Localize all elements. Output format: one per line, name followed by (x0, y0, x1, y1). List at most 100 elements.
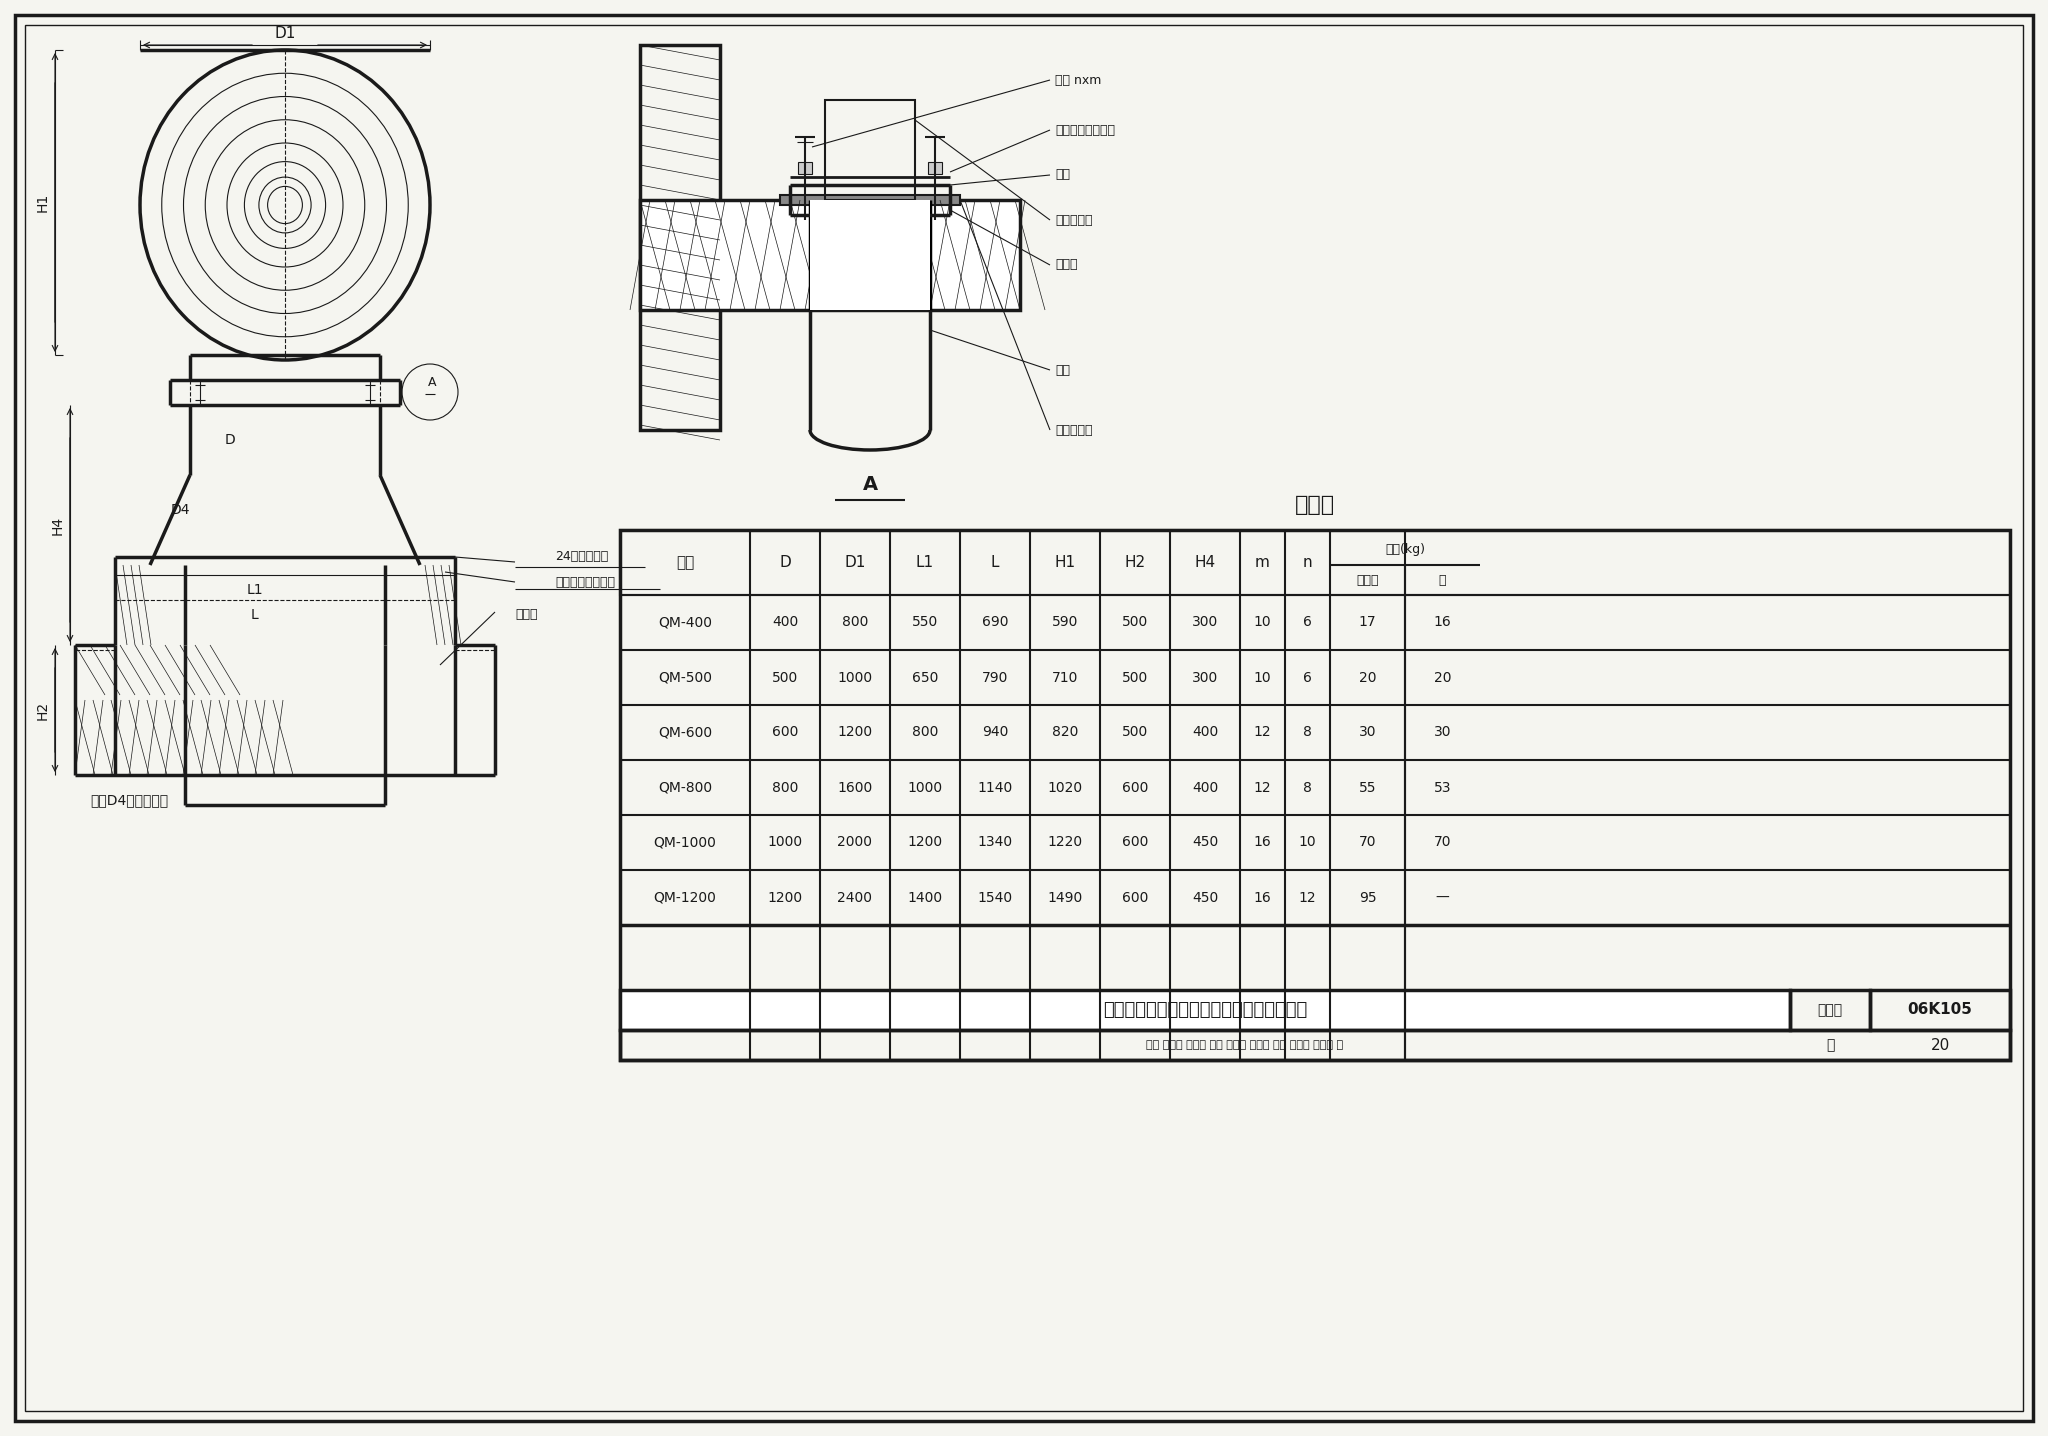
Text: 旋流型屋顶自然通风器混凝土屋面板上安装: 旋流型屋顶自然通风器混凝土屋面板上安装 (1104, 1001, 1307, 1020)
Text: 600: 600 (1122, 781, 1149, 794)
Text: 400: 400 (1192, 781, 1219, 794)
Text: 16: 16 (1253, 836, 1272, 850)
Text: A: A (862, 475, 877, 494)
Bar (928, 162, 942, 174)
Text: 800: 800 (772, 781, 799, 794)
Text: 20: 20 (1358, 671, 1376, 685)
Text: 2000: 2000 (838, 836, 872, 850)
Text: 1340: 1340 (977, 836, 1012, 850)
Text: 铝: 铝 (1440, 573, 1446, 586)
Text: 30: 30 (1358, 725, 1376, 740)
Text: 500: 500 (772, 671, 799, 685)
Text: n: n (1303, 554, 1313, 570)
Text: 30: 30 (1434, 725, 1452, 740)
Text: 审核 温庚寅 汤仗勇 校对 汪朝晖 汤朝晖 设计 赵立民 赵立民 页: 审核 温庚寅 汤仗勇 校对 汪朝晖 汤朝晖 设计 赵立民 赵立民 页 (1147, 1040, 1343, 1050)
Bar (1870, 989, 2009, 1030)
Text: 8: 8 (1303, 725, 1313, 740)
Text: 孔隙内填入油腻子: 孔隙内填入油腻子 (1055, 123, 1114, 136)
Text: 20: 20 (1931, 1037, 1950, 1053)
Text: 600: 600 (772, 725, 799, 740)
Text: 不锈钢: 不锈钢 (1356, 573, 1378, 586)
Bar (639, 45, 721, 429)
Bar (621, 530, 2009, 1060)
Text: 16: 16 (1434, 616, 1452, 629)
Text: 垫圈: 垫圈 (1055, 168, 1069, 181)
Text: 1220: 1220 (1047, 836, 1083, 850)
Text: QM-500: QM-500 (657, 671, 713, 685)
Bar (825, 101, 915, 200)
Text: H4: H4 (51, 516, 66, 534)
Text: H4: H4 (1194, 554, 1217, 570)
Text: 图集号: 图集号 (1817, 1002, 1843, 1017)
Text: QM-400: QM-400 (657, 616, 713, 629)
Text: 690: 690 (981, 616, 1008, 629)
Text: 70: 70 (1358, 836, 1376, 850)
Bar (1790, 989, 1870, 1030)
Text: 70: 70 (1434, 836, 1452, 850)
Text: 6: 6 (1303, 616, 1313, 629)
Text: H1: H1 (37, 192, 49, 213)
Text: 16: 16 (1253, 890, 1272, 905)
Text: H1: H1 (1055, 554, 1075, 570)
Text: QM-600: QM-600 (657, 725, 713, 740)
Text: 300: 300 (1192, 671, 1219, 685)
Text: 800: 800 (842, 616, 868, 629)
Text: 590: 590 (1053, 616, 1077, 629)
Text: 型号: 型号 (676, 554, 694, 570)
Text: QM-800: QM-800 (657, 781, 713, 794)
Text: 400: 400 (772, 616, 799, 629)
Text: 550: 550 (911, 616, 938, 629)
Text: 300: 300 (1192, 616, 1219, 629)
Text: 12: 12 (1253, 781, 1272, 794)
Text: 500: 500 (1122, 671, 1149, 685)
Text: 17: 17 (1358, 616, 1376, 629)
Bar (799, 162, 811, 174)
Text: 940: 940 (981, 725, 1008, 740)
Text: 保温层: 保温层 (514, 607, 537, 620)
Text: 800: 800 (911, 725, 938, 740)
Text: 8: 8 (1303, 781, 1313, 794)
Text: 10: 10 (1253, 671, 1272, 685)
Text: 12: 12 (1253, 725, 1272, 740)
Text: 1540: 1540 (977, 890, 1012, 905)
Text: 页: 页 (1827, 1038, 1835, 1053)
Text: 6: 6 (1303, 671, 1313, 685)
Text: 1020: 1020 (1047, 781, 1083, 794)
Text: 600: 600 (1122, 836, 1149, 850)
Text: 500: 500 (1122, 616, 1149, 629)
Text: —: — (1436, 890, 1450, 905)
Text: L: L (252, 607, 258, 622)
Text: 薄钢板底座: 薄钢板底座 (1055, 424, 1092, 437)
Text: D4: D4 (170, 503, 190, 517)
Text: 500: 500 (1122, 725, 1149, 740)
Text: 1200: 1200 (907, 836, 942, 850)
Text: 710: 710 (1053, 671, 1077, 685)
Text: 24号镀锌钢板: 24号镀锌钢板 (555, 550, 608, 563)
Text: 2400: 2400 (838, 890, 872, 905)
Text: L1: L1 (915, 554, 934, 570)
Text: 1000: 1000 (907, 781, 942, 794)
Text: 450: 450 (1192, 836, 1219, 850)
Text: D1: D1 (844, 554, 866, 570)
Text: 10: 10 (1253, 616, 1272, 629)
Text: 重量(kg): 重量(kg) (1384, 543, 1425, 557)
Bar (639, 200, 1020, 310)
Text: 55: 55 (1358, 781, 1376, 794)
Bar (811, 200, 930, 310)
Text: 95: 95 (1358, 890, 1376, 905)
Text: 橡胶圈: 橡胶圈 (1055, 258, 1077, 271)
Text: 790: 790 (981, 671, 1008, 685)
Text: A: A (428, 375, 436, 389)
Text: H2: H2 (1124, 554, 1145, 570)
Text: m: m (1255, 554, 1270, 570)
Text: 20: 20 (1434, 671, 1452, 685)
Text: D: D (225, 434, 236, 447)
Text: 附加防水卷材一层: 附加防水卷材一层 (555, 576, 614, 589)
Text: H2: H2 (37, 701, 49, 719)
Text: 1200: 1200 (838, 725, 872, 740)
Text: 10: 10 (1298, 836, 1317, 850)
Text: 注：D4值同前图。: 注：D4值同前图。 (90, 793, 168, 807)
Text: 垫圈: 垫圈 (1055, 363, 1069, 376)
Text: 1140: 1140 (977, 781, 1012, 794)
Text: 1200: 1200 (768, 890, 803, 905)
